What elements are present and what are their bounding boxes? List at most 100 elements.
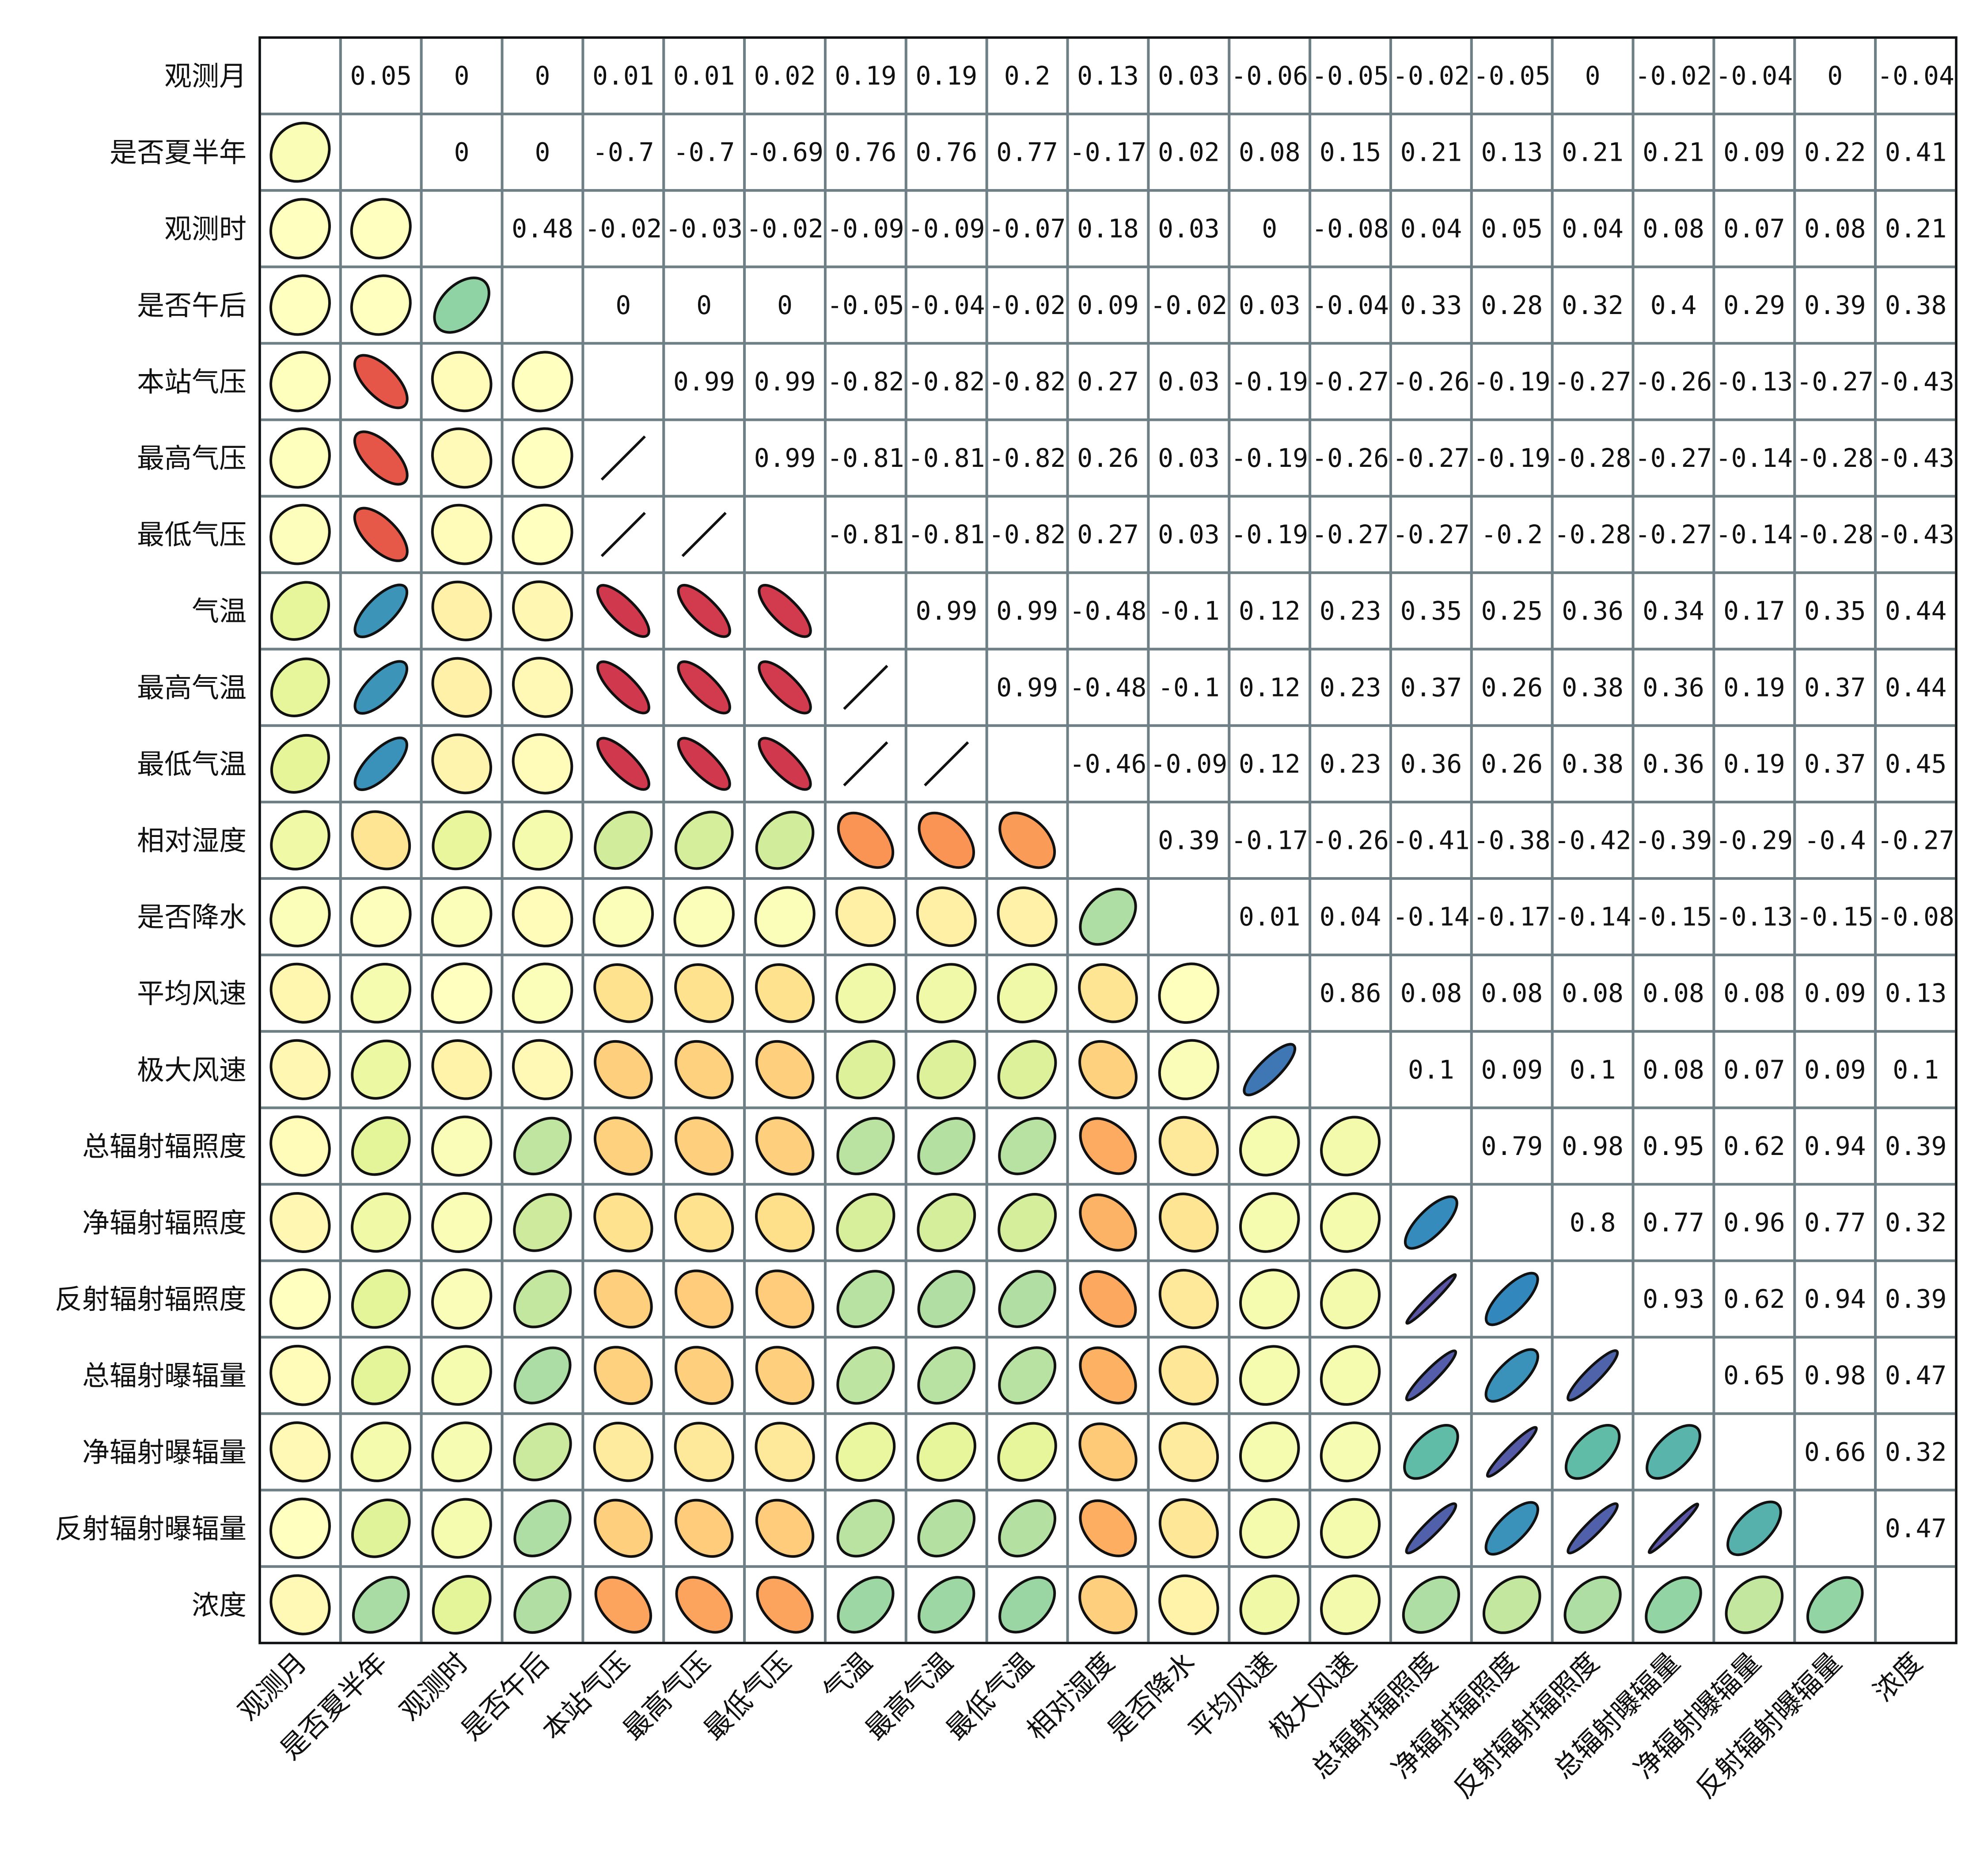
correlation-ellipse [1564, 1423, 1621, 1480]
y-tick-label: 观测月 [164, 60, 247, 92]
matrix-cell [1309, 877, 1392, 957]
correlation-value-label: -0.1 [1158, 672, 1220, 702]
correlation-ellipse [1079, 1346, 1137, 1404]
correlation-value-label: 0.99 [754, 367, 816, 397]
correlation-ellipse [677, 660, 731, 715]
correlation-value-label: -0.05 [1312, 61, 1389, 91]
y-tick-label: 是否降水 [137, 901, 247, 933]
correlation-ellipse [758, 660, 812, 715]
matrix-cell [1551, 189, 1635, 269]
correlation-ellipse [836, 1192, 895, 1253]
correlation-ellipse [1079, 887, 1137, 946]
matrix-cell [1793, 877, 1877, 957]
correlation-value-label: -0.39 [1635, 825, 1712, 856]
correlation-ellipse [269, 1039, 331, 1100]
plot-frame [258, 36, 1958, 1644]
correlation-value-label: 0.35 [1400, 596, 1462, 626]
correlation-value-label: 0.19 [915, 61, 977, 91]
matrix-cell [1309, 800, 1392, 880]
correlation-ellipse [674, 810, 734, 870]
correlation-ellipse [1405, 1273, 1457, 1325]
correlation-ellipse [512, 504, 573, 565]
matrix-cell [1309, 954, 1392, 1033]
matrix-cell [581, 265, 665, 345]
matrix-cell [1793, 954, 1877, 1033]
correlation-ellipse [350, 1421, 411, 1482]
correlation-value-label: -0.41 [1392, 825, 1470, 856]
matrix-cell [1309, 342, 1392, 421]
correlation-ellipse [594, 810, 653, 870]
correlation-ellipse [431, 1192, 493, 1253]
correlation-value-label: 0.39 [1885, 1284, 1947, 1314]
correlation-ellipse [431, 1268, 493, 1330]
matrix-cell [1389, 265, 1473, 345]
correlation-ellipse [269, 886, 331, 947]
correlation-ellipse [755, 1346, 815, 1405]
correlation-value-label: -0.14 [1392, 902, 1470, 932]
correlation-value-label: 0 [454, 137, 470, 167]
correlation-ellipse [917, 1499, 976, 1558]
correlation-value-label: 0.77 [996, 137, 1058, 167]
matrix-cell [1228, 877, 1312, 957]
correlation-value-label: 0.03 [1158, 519, 1220, 549]
correlation-ellipse [350, 886, 412, 947]
correlation-ellipse [431, 962, 493, 1024]
correlation-value-label: -0.04 [1716, 61, 1793, 91]
correlation-value-label: -0.38 [1473, 825, 1551, 856]
correlation-value-label: -0.28 [1796, 443, 1874, 473]
correlation-ellipse [594, 1499, 653, 1558]
matrix-cell [1389, 1030, 1473, 1109]
correlation-ellipse [432, 810, 492, 871]
correlation-value-label: 0.33 [1400, 290, 1462, 320]
correlation-ellipse [353, 736, 409, 791]
correlation-ellipse [353, 660, 409, 715]
correlation-value-label: 0.08 [1643, 214, 1704, 244]
matrix-cell [1793, 800, 1877, 880]
correlation-ellipse [431, 580, 492, 641]
matrix-cell [1631, 954, 1715, 1033]
correlation-value-label: 0.23 [1320, 672, 1381, 702]
correlation-value-label: -0.19 [1231, 443, 1308, 473]
y-tick-label: 最低气压 [137, 519, 247, 551]
correlation-ellipse [350, 274, 412, 336]
correlation-value-label: 0.08 [1643, 1055, 1704, 1085]
correlation-value-label: 0.23 [1320, 749, 1381, 779]
matrix-cell [1228, 189, 1312, 269]
correlation-ellipse [512, 962, 573, 1024]
correlation-value-label: -0.02 [1150, 290, 1228, 320]
matrix-cell [824, 342, 907, 421]
correlation-ellipse [270, 581, 330, 641]
correlation-value-label: 0.35 [1804, 596, 1866, 626]
correlation-ellipse [431, 1421, 492, 1483]
matrix-cell [1147, 36, 1231, 116]
correlation-ellipse [998, 1499, 1056, 1558]
correlation-value-label: -0.19 [1473, 443, 1551, 473]
correlation-value-label: 0.8 [1570, 1208, 1616, 1238]
correlation-value-label: 0.39 [1885, 1131, 1947, 1161]
correlation-ellipse [1078, 1040, 1138, 1099]
correlation-ellipse [512, 427, 573, 489]
correlation-value-label: 0.36 [1643, 672, 1704, 702]
correlation-value-label: 0 [1585, 61, 1601, 91]
matrix-cell [743, 189, 827, 269]
correlation-ellipse [269, 198, 331, 260]
correlation-ellipse [351, 810, 411, 871]
correlation-value-label: 0.01 [592, 61, 654, 91]
correlation-value-label: -0.43 [1877, 367, 1954, 397]
correlation-ellipse [431, 657, 492, 718]
correlation-ellipse [1402, 1575, 1461, 1634]
matrix-cell [1551, 1106, 1635, 1186]
matrix-cell [824, 418, 907, 498]
correlation-ellipse [1726, 1500, 1782, 1556]
correlation-value-label: -0.81 [908, 519, 985, 549]
matrix-cell [1874, 418, 1958, 498]
matrix-cell [339, 495, 423, 574]
correlation-value-label: 0.38 [1562, 749, 1624, 779]
matrix-cell [904, 342, 988, 421]
matrix-cell [1631, 495, 1715, 574]
correlation-value-label: 0.21 [1562, 137, 1624, 167]
correlation-ellipse [1239, 1345, 1300, 1406]
matrix-cell [985, 265, 1069, 345]
correlation-ellipse [1567, 1349, 1619, 1402]
correlation-value-label: -0.42 [1554, 825, 1631, 856]
